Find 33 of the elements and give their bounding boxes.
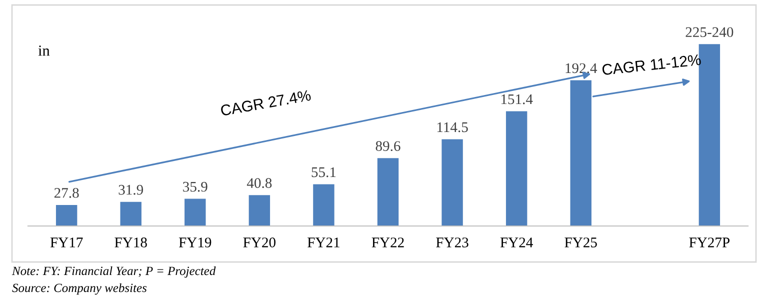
data-label: 31.9	[118, 184, 144, 195]
bar	[442, 139, 463, 226]
annotation: CAGR 27.4%	[220, 90, 312, 116]
x-tick-label: FY18	[114, 238, 147, 248]
x-tick-label: FY17	[50, 238, 83, 248]
x-tick-label: FY24	[500, 238, 533, 248]
bar	[248, 195, 270, 226]
data-label: 89.6	[376, 141, 400, 152]
annotation: CAGR 11-12%	[602, 54, 702, 76]
data-label: 225-240	[686, 27, 734, 38]
x-tick-label: FY19	[178, 238, 212, 248]
source-note: Source: Company websites	[12, 283, 147, 295]
x-tick-label: FY22	[372, 238, 404, 248]
data-label: 35.9	[183, 182, 208, 192]
x-tick-label: FY27P	[689, 238, 730, 248]
data-label: 151.4	[501, 94, 533, 104]
bar	[313, 184, 334, 226]
data-label: 192.4	[566, 63, 598, 74]
y-axis-title: in	[38, 46, 50, 56]
data-label: 55.1	[312, 167, 336, 178]
data-label: 40.8	[246, 178, 272, 188]
bar	[184, 198, 206, 226]
x-tick-label: FY25	[564, 238, 597, 248]
bar	[120, 202, 142, 226]
x-tick-label: FY21	[308, 238, 340, 248]
data-label: 114.5	[437, 122, 468, 132]
bar	[377, 158, 399, 226]
x-tick-label: FY20	[243, 238, 276, 248]
text: Note: FY: Financial Year; P = Projected	[12, 266, 216, 278]
data-label: 27.8	[54, 188, 79, 198]
bar	[56, 204, 78, 226]
x-tick-label: FY23	[436, 238, 468, 248]
bar	[506, 111, 528, 226]
